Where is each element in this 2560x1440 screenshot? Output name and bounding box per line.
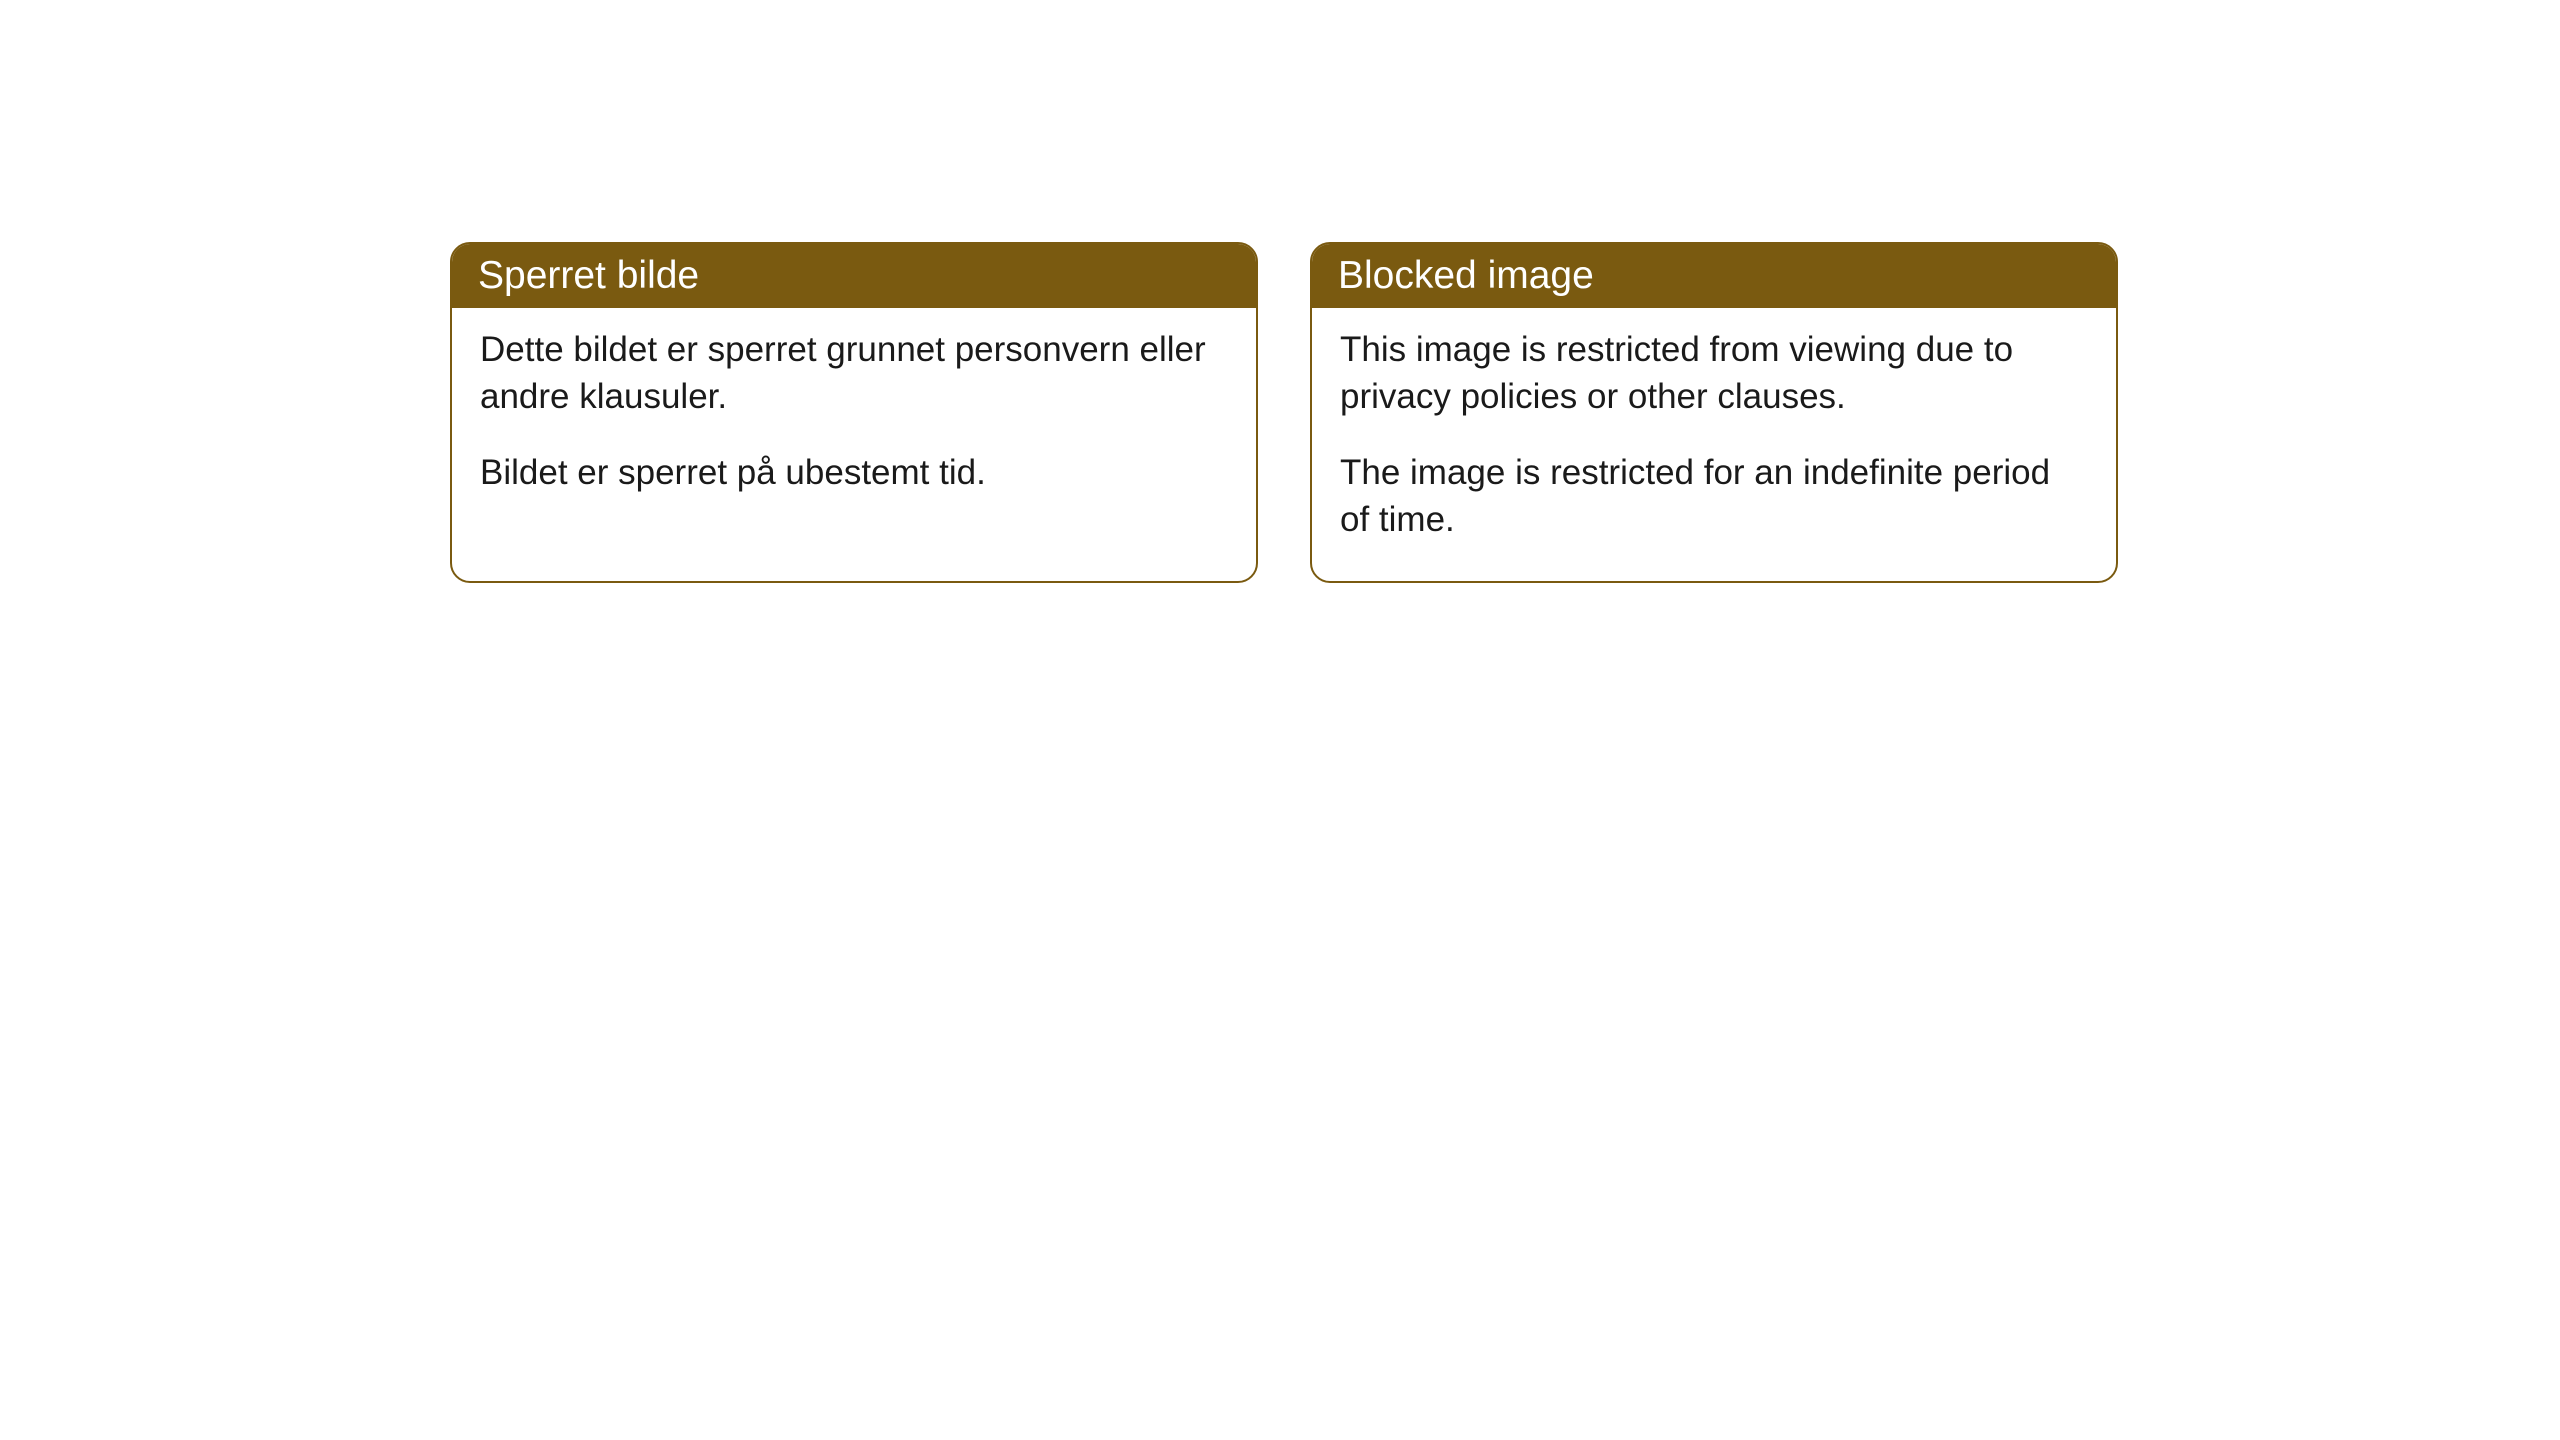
notice-cards-container: Sperret bilde Dette bildet er sperret gr… — [450, 242, 2118, 583]
card-paragraph: Dette bildet er sperret grunnet personve… — [480, 326, 1228, 421]
card-header: Sperret bilde — [452, 244, 1256, 308]
notice-card-norwegian: Sperret bilde Dette bildet er sperret gr… — [450, 242, 1258, 583]
card-paragraph: Bildet er sperret på ubestemt tid. — [480, 449, 1228, 496]
card-paragraph: This image is restricted from viewing du… — [1340, 326, 2088, 421]
card-header: Blocked image — [1312, 244, 2116, 308]
card-body: Dette bildet er sperret grunnet personve… — [452, 308, 1256, 534]
card-paragraph: The image is restricted for an indefinit… — [1340, 449, 2088, 544]
notice-card-english: Blocked image This image is restricted f… — [1310, 242, 2118, 583]
card-body: This image is restricted from viewing du… — [1312, 308, 2116, 581]
